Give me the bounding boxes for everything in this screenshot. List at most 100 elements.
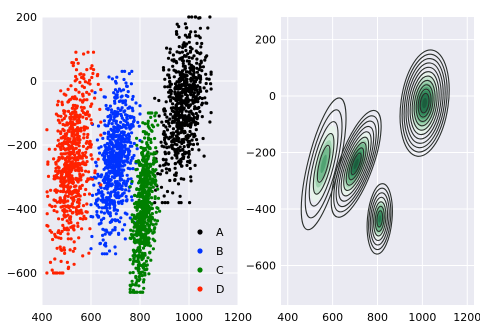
data-point xyxy=(191,101,195,105)
data-point xyxy=(107,249,112,253)
data-point xyxy=(120,69,124,73)
data-point xyxy=(71,224,75,228)
data-point xyxy=(52,198,56,202)
data-point xyxy=(190,138,194,142)
data-point xyxy=(77,169,81,173)
data-point xyxy=(110,218,114,222)
data-point xyxy=(60,118,64,122)
data-point xyxy=(139,202,143,206)
data-point xyxy=(80,211,84,215)
data-point xyxy=(145,162,149,166)
data-point xyxy=(103,243,107,247)
data-point xyxy=(169,92,173,96)
data-point xyxy=(66,266,70,271)
data-point xyxy=(82,136,86,140)
data-point xyxy=(116,110,120,114)
data-point xyxy=(191,74,195,78)
data-point xyxy=(78,163,82,167)
data-point xyxy=(116,191,120,195)
data-point xyxy=(112,119,116,123)
data-point xyxy=(141,169,145,173)
data-point xyxy=(137,212,141,216)
data-point xyxy=(175,110,179,114)
data-point xyxy=(185,77,189,81)
contour-x-tick-labels: 400 600 800 1000 1200 xyxy=(277,311,480,324)
data-point xyxy=(135,147,139,151)
data-point xyxy=(121,145,125,149)
data-point xyxy=(70,145,74,149)
data-point xyxy=(141,233,145,237)
data-point xyxy=(68,126,72,130)
data-point xyxy=(160,201,164,205)
data-point xyxy=(204,81,208,86)
data-point xyxy=(137,284,141,288)
data-point xyxy=(194,128,198,132)
data-point xyxy=(189,110,193,114)
data-point xyxy=(65,121,69,125)
y-tick-label: 0 xyxy=(269,90,276,103)
data-point xyxy=(72,166,76,170)
data-point xyxy=(190,89,194,93)
data-point xyxy=(76,221,80,225)
data-point xyxy=(78,80,82,84)
data-point xyxy=(174,30,179,34)
data-point xyxy=(70,120,75,124)
data-point xyxy=(176,101,180,105)
data-point xyxy=(84,217,88,221)
data-point xyxy=(138,242,142,246)
data-point xyxy=(94,201,98,206)
data-point xyxy=(60,172,64,176)
data-point xyxy=(108,104,112,108)
data-point xyxy=(116,90,120,94)
data-point xyxy=(58,196,62,200)
data-point xyxy=(83,192,87,197)
data-point xyxy=(155,206,159,210)
data-point xyxy=(46,174,51,178)
data-point xyxy=(182,177,186,181)
data-point xyxy=(62,116,66,121)
data-point xyxy=(57,217,61,221)
y-tick-label: −400 xyxy=(7,203,37,216)
data-point xyxy=(138,216,142,220)
data-point xyxy=(150,216,154,220)
data-point xyxy=(133,193,137,198)
data-point xyxy=(64,214,68,218)
data-point xyxy=(143,251,147,256)
data-point xyxy=(66,87,70,91)
data-point xyxy=(96,72,100,77)
data-point xyxy=(60,156,65,160)
data-point xyxy=(141,223,145,227)
data-point xyxy=(65,141,69,145)
data-point xyxy=(111,143,115,147)
data-point xyxy=(96,124,101,128)
y-tick-label: 200 xyxy=(16,11,37,24)
data-point xyxy=(83,80,87,84)
data-point xyxy=(76,61,80,65)
data-point xyxy=(153,195,157,199)
data-point xyxy=(56,99,60,103)
data-point xyxy=(133,239,137,243)
data-point xyxy=(130,69,134,73)
data-point xyxy=(181,107,186,111)
data-point xyxy=(122,168,126,172)
data-point xyxy=(149,258,153,262)
data-point xyxy=(169,112,173,116)
data-point xyxy=(99,175,103,179)
data-point xyxy=(112,206,116,210)
data-point xyxy=(98,241,102,245)
data-point xyxy=(130,179,134,184)
data-point xyxy=(80,183,84,187)
data-point xyxy=(53,204,57,208)
data-point xyxy=(195,41,199,46)
data-point xyxy=(163,85,167,89)
contour-line xyxy=(308,121,339,207)
data-point xyxy=(169,106,173,110)
data-point xyxy=(103,232,107,236)
data-point xyxy=(57,169,61,173)
data-point xyxy=(136,257,140,261)
data-point xyxy=(141,256,145,260)
data-point xyxy=(112,153,116,157)
data-point xyxy=(106,191,110,195)
data-point xyxy=(84,155,88,159)
